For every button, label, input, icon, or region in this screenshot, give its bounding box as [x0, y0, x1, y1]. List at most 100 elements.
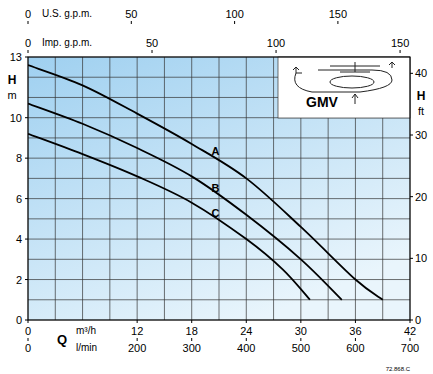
grid-line-y	[28, 279, 410, 280]
scale-tick-label: 200	[128, 342, 146, 354]
x-tick-label: 30	[295, 325, 307, 337]
y-tick-label: 13	[10, 51, 22, 63]
icon-motor	[330, 62, 380, 72]
x-tick	[410, 320, 411, 323]
grid-line-x	[273, 57, 274, 320]
curve	[28, 134, 310, 300]
y-tick-label: 0	[16, 314, 22, 326]
x-label: Q	[57, 332, 67, 347]
scale-tick-label: 700	[401, 342, 419, 354]
inset: GMV	[278, 57, 410, 118]
curves	[28, 65, 383, 300]
x-unit: m³/h	[76, 325, 96, 336]
y-tick-label: 6	[16, 193, 22, 205]
scale-tick	[28, 21, 29, 24]
y2-tick	[410, 258, 413, 259]
curve	[28, 104, 342, 300]
x-tick	[137, 320, 138, 323]
plot-area	[28, 57, 410, 320]
y2-tick-label: 10	[415, 252, 427, 264]
grid-line-y	[28, 239, 410, 240]
icon-arrow	[293, 67, 302, 73]
grid	[28, 57, 410, 320]
curve-labels: A B C	[212, 145, 220, 219]
x-tick	[28, 320, 29, 323]
grid-line-x	[109, 57, 110, 320]
scale-tick	[28, 338, 29, 341]
scale-tick-label: 100	[267, 37, 285, 49]
icon-body	[295, 70, 392, 92]
icon-arrow	[389, 62, 395, 68]
scale-tick	[400, 50, 401, 53]
scale-tick-label: 300	[183, 342, 201, 354]
curve-label: B	[212, 182, 220, 194]
scale-tick	[300, 338, 301, 341]
grid-line-y	[28, 178, 410, 179]
scale-tick	[131, 21, 132, 24]
y-tick	[25, 57, 28, 58]
scale-tick	[276, 50, 277, 53]
y2-tick	[410, 196, 413, 197]
y2-tick	[410, 135, 413, 136]
y2-unit: ft	[418, 105, 424, 117]
curve-label: C	[212, 207, 220, 219]
x-tick-label: 36	[349, 325, 361, 337]
y-tick	[25, 239, 28, 240]
y-tick	[25, 198, 28, 199]
x-tick-label: 12	[131, 325, 143, 337]
title: GMV	[306, 94, 339, 110]
scale-label: l/min	[76, 342, 97, 353]
y-tick	[25, 117, 28, 118]
curve	[28, 65, 383, 300]
grid-line-y	[28, 137, 410, 138]
icon-arrow	[352, 94, 358, 104]
curve-label: A	[212, 145, 220, 157]
y2-tick	[410, 73, 413, 74]
scale-tick	[410, 338, 411, 341]
y-tick-label: 8	[16, 152, 22, 164]
y2-label: H	[417, 89, 426, 103]
scale-tick-label: 50	[125, 8, 137, 20]
grid-line-x	[246, 57, 247, 320]
scale-tick	[28, 50, 29, 53]
scale-tick-label: 150	[329, 8, 347, 20]
y2-tick-label: 40	[415, 67, 427, 79]
y-label: H	[8, 73, 17, 87]
y-tick-label: 10	[10, 112, 22, 124]
chart: GMVABC024681013Hm010203040Hft01218243036…	[0, 0, 433, 374]
scale-tick-label: 100	[225, 8, 243, 20]
scale-label: Imp. g.p.m.	[42, 37, 92, 48]
grid-line-x	[55, 57, 56, 320]
x-tick-label: 0	[25, 325, 31, 337]
scale-tick-label: 500	[292, 342, 310, 354]
grid-line-x	[82, 57, 83, 320]
grid-line-x	[137, 57, 138, 320]
x-tick-label: 42	[404, 325, 416, 337]
axes: 024681013Hm010203040Hft0121824303642Qm³/…	[7, 8, 427, 354]
scale-tick	[234, 21, 235, 24]
grid-line-y	[28, 259, 410, 260]
y2-tick-label: 20	[415, 191, 427, 203]
scale-tick	[191, 338, 192, 341]
scale-label: U.S. g.p.m.	[42, 8, 92, 19]
plot-frame	[28, 57, 410, 320]
scale-tick-label: 0	[25, 8, 31, 20]
x-tick-label: 18	[186, 325, 198, 337]
scale-tick	[337, 21, 338, 24]
grid-line-y	[28, 158, 410, 159]
scale-tick-label: 0	[25, 37, 31, 49]
grid-line-y	[28, 299, 410, 300]
icon-impeller	[330, 76, 374, 88]
grid-line-y	[28, 198, 410, 199]
drawing-code: 72.868.C	[386, 366, 411, 372]
scale-tick	[246, 338, 247, 341]
x-tick	[300, 320, 301, 323]
inset-box	[278, 57, 410, 118]
y2-tick-label: 30	[415, 129, 427, 141]
scale-tick-label: 400	[237, 342, 255, 354]
scale-tick	[137, 338, 138, 341]
scale-tick	[152, 50, 153, 53]
y-tick	[25, 279, 28, 280]
x-tick	[191, 320, 192, 323]
scale-tick-label: 150	[391, 37, 409, 49]
